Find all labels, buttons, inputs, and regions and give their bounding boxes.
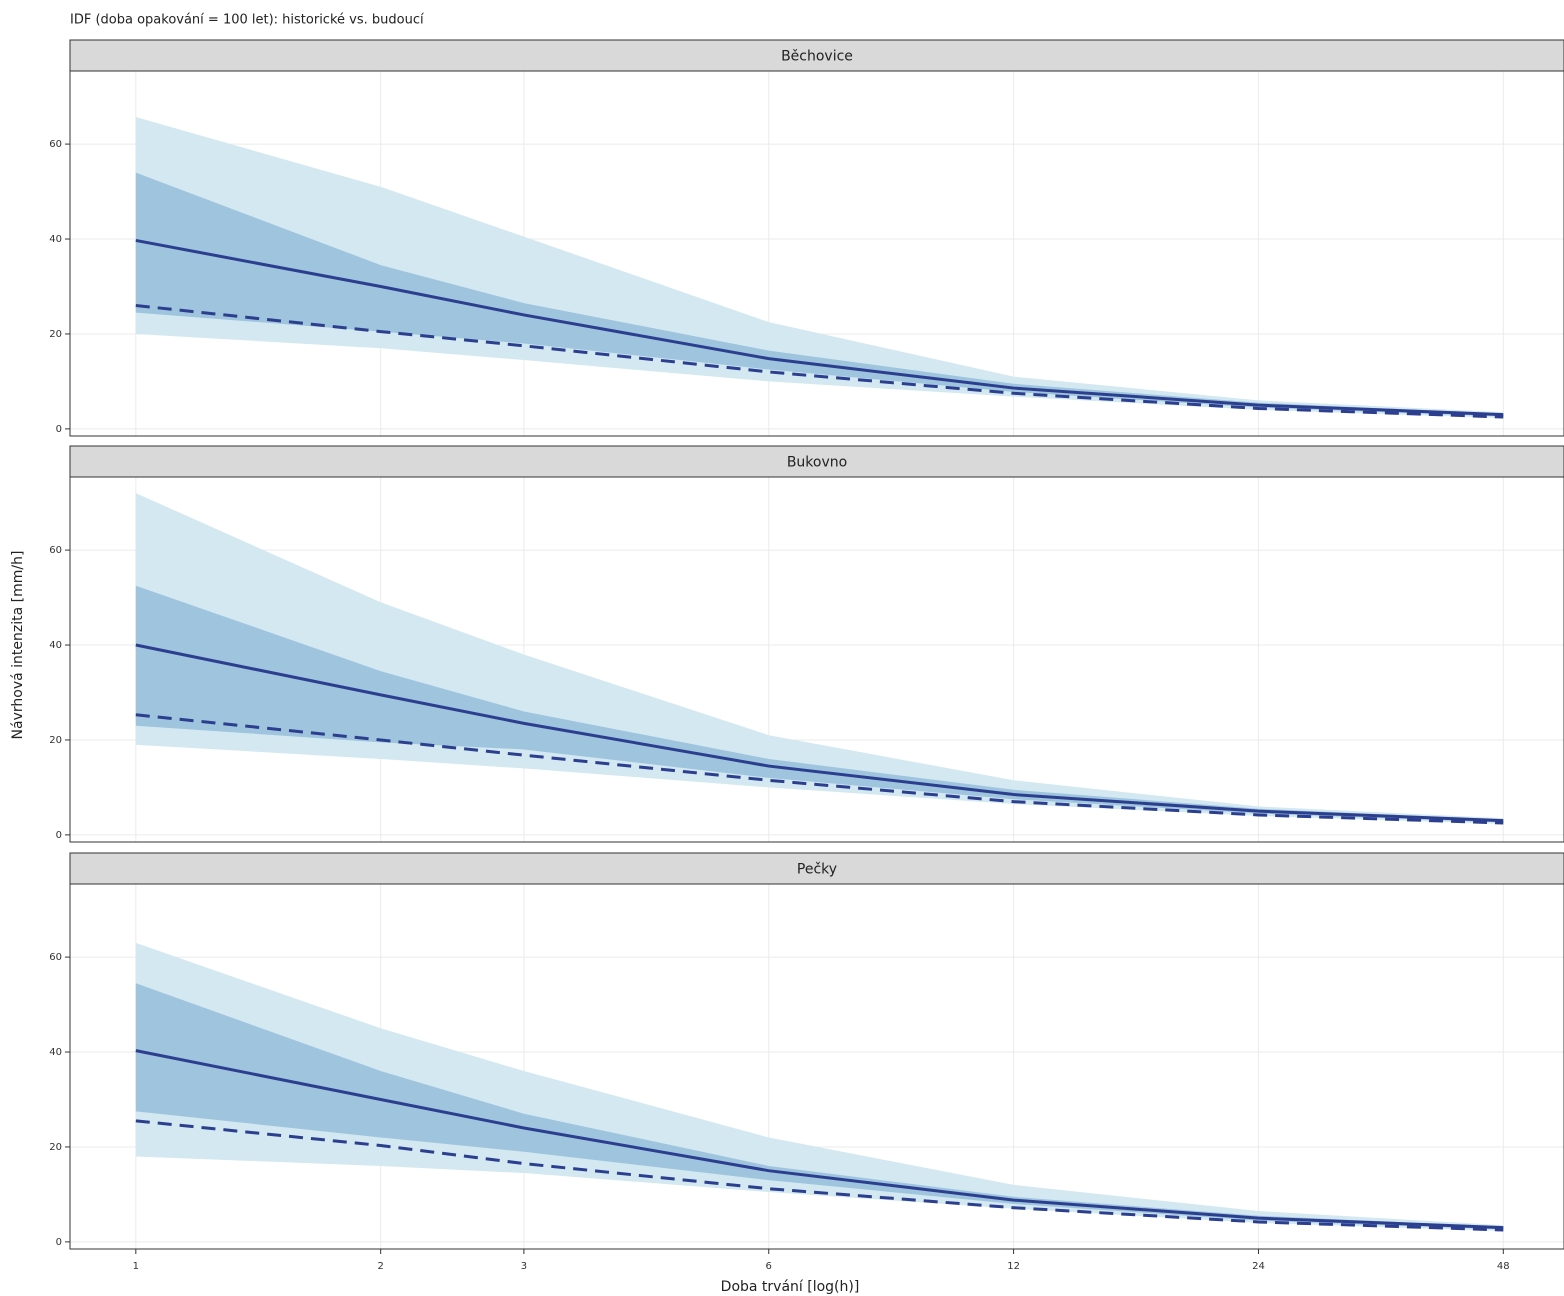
- x-tick-label: 6: [766, 1261, 772, 1272]
- y-tick-label: 40: [49, 234, 62, 245]
- line: [135, 1049, 1504, 1230]
- x-axis-label: Doba trvání [log(h)]: [721, 1279, 860, 1295]
- dashed-line: [135, 1119, 1504, 1232]
- line: [135, 643, 1504, 823]
- y-tick-label: 0: [56, 1237, 62, 1248]
- band: [135, 585, 1504, 823]
- panel-border: [69, 70, 1564, 437]
- y-tick-label: 40: [49, 1047, 62, 1058]
- strip-label: Pečky: [797, 862, 837, 878]
- x-tick-label: 3: [521, 1261, 527, 1272]
- line: [135, 238, 1504, 417]
- x-tick-label: 1: [133, 1261, 139, 1272]
- x-tick-label: 48: [1497, 1261, 1510, 1272]
- band: [135, 172, 1504, 417]
- x-tick-label: 12: [1007, 1261, 1020, 1272]
- strip: [69, 445, 1564, 478]
- y-tick-label: 60: [49, 545, 62, 556]
- panel-border: [69, 476, 1564, 843]
- strip-label: Bukovno: [787, 455, 847, 471]
- y-tick-label: 60: [49, 952, 62, 963]
- x-tick-label: 24: [1252, 1261, 1265, 1272]
- strip: [69, 39, 1564, 72]
- panel-border: [69, 883, 1564, 1250]
- y-tick-label: 20: [49, 735, 62, 746]
- strip-label: Běchovice: [781, 49, 853, 65]
- y-tick-label: 40: [49, 640, 62, 651]
- x-tick-label: 2: [377, 1261, 383, 1272]
- chart-title: IDF (doba opakování = 100 let): historic…: [70, 13, 424, 28]
- y-tick-label: 20: [49, 329, 62, 340]
- band: [135, 117, 1504, 418]
- dashed-line: [135, 713, 1504, 825]
- strip: [69, 852, 1564, 885]
- y-axis-label: Návrhová intenzita [mm/h]: [10, 551, 26, 740]
- band: [135, 942, 1504, 1231]
- y-tick-label: 0: [56, 830, 62, 841]
- y-tick-label: 60: [49, 139, 62, 150]
- y-tick-label: 0: [56, 424, 62, 435]
- dashed-line: [135, 303, 1504, 419]
- y-tick-label: 20: [49, 1142, 62, 1153]
